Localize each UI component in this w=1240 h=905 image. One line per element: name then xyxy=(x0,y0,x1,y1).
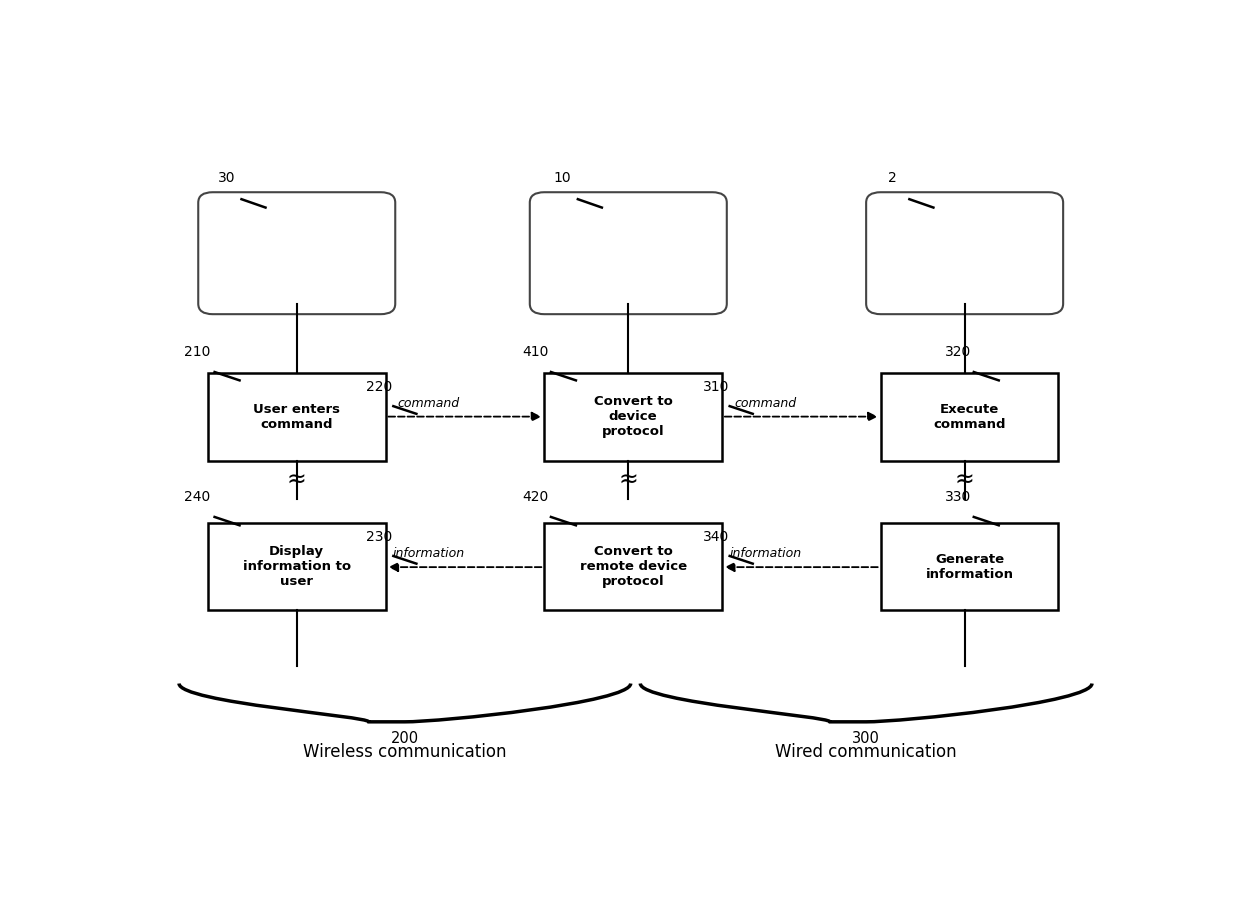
Text: command: command xyxy=(398,396,460,410)
FancyBboxPatch shape xyxy=(880,523,1058,610)
Text: ≈: ≈ xyxy=(286,467,306,491)
Text: 220: 220 xyxy=(367,380,393,395)
Text: ≈: ≈ xyxy=(955,467,975,491)
FancyBboxPatch shape xyxy=(866,192,1063,314)
Text: Generate
information: Generate information xyxy=(925,553,1013,581)
FancyBboxPatch shape xyxy=(880,374,1058,461)
Text: 330: 330 xyxy=(945,491,971,504)
Text: 2: 2 xyxy=(888,171,897,186)
Text: Execute
command: Execute command xyxy=(934,403,1006,431)
Text: 410: 410 xyxy=(522,346,548,359)
Text: 340: 340 xyxy=(703,530,729,544)
Text: Convert to
remote device
protocol: Convert to remote device protocol xyxy=(579,546,687,588)
Text: information: information xyxy=(729,548,801,560)
Text: Convert to
device
protocol: Convert to device protocol xyxy=(594,395,672,438)
Text: information: information xyxy=(393,548,465,560)
Text: command: command xyxy=(734,396,796,410)
Text: 420: 420 xyxy=(522,491,548,504)
Text: User enters
command: User enters command xyxy=(253,403,340,431)
Text: Wired communication: Wired communication xyxy=(775,743,957,761)
FancyBboxPatch shape xyxy=(208,523,386,610)
Text: 300: 300 xyxy=(852,731,880,746)
Text: 230: 230 xyxy=(367,530,393,544)
Text: Display
information to
user: Display information to user xyxy=(243,546,351,588)
Text: Wireless communication: Wireless communication xyxy=(303,743,507,761)
FancyBboxPatch shape xyxy=(529,192,727,314)
FancyBboxPatch shape xyxy=(544,374,722,461)
Text: 320: 320 xyxy=(945,346,971,359)
Text: 240: 240 xyxy=(184,491,210,504)
Text: ≈: ≈ xyxy=(619,467,639,491)
Text: 10: 10 xyxy=(554,171,572,186)
FancyBboxPatch shape xyxy=(544,523,722,610)
FancyBboxPatch shape xyxy=(208,374,386,461)
FancyBboxPatch shape xyxy=(198,192,396,314)
Text: 30: 30 xyxy=(217,171,234,186)
Text: 210: 210 xyxy=(184,346,211,359)
Text: 200: 200 xyxy=(391,731,419,746)
Text: 310: 310 xyxy=(703,380,729,395)
